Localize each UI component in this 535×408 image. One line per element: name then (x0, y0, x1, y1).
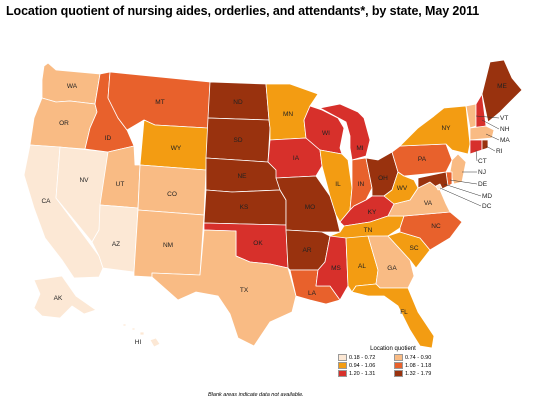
label-tx: TX (240, 287, 249, 294)
label-wa: WA (67, 83, 78, 90)
label-ky: KY (368, 209, 377, 216)
label-la: LA (308, 290, 317, 297)
state-hi[interactable] (122, 323, 161, 348)
label-fl: FL (400, 309, 408, 316)
state-me[interactable] (481, 59, 523, 123)
legend-range: 1.20 - 1.31 (349, 370, 376, 377)
label-ia: IA (293, 155, 300, 162)
label-al: AL (358, 263, 366, 270)
label-ks: KS (240, 204, 249, 211)
label-nc: NC (431, 223, 441, 230)
legend-swatch (394, 370, 403, 377)
legend-range: 1.32 - 1.79 (405, 370, 432, 377)
state-co[interactable] (137, 164, 207, 216)
label-dc: DC (482, 203, 492, 210)
legend-item: 0.18 - 0.72 (338, 354, 390, 361)
legend-item: 1.08 - 1.18 (394, 362, 446, 369)
legend-swatch (338, 370, 347, 377)
state-dc[interactable] (435, 183, 443, 191)
label-wy: WY (171, 145, 182, 152)
label-ct: CT (478, 158, 487, 165)
label-ny: NY (441, 125, 451, 132)
label-me: ME (497, 83, 507, 90)
legend-item: 1.32 - 1.79 (394, 370, 446, 377)
legend-range: 0.74 - 0.90 (405, 354, 432, 361)
label-ms: MS (331, 265, 341, 272)
label-va: VA (424, 200, 433, 207)
label-mn: MN (283, 111, 293, 118)
label-tn: TN (364, 227, 373, 234)
legend-swatch (394, 362, 403, 369)
label-ar: AR (302, 247, 311, 254)
label-mt: MT (155, 99, 164, 106)
label-wv: WV (397, 185, 408, 192)
leader-lines (439, 115, 500, 207)
legend-item: 1.20 - 1.31 (338, 370, 390, 377)
label-id: ID (105, 135, 112, 142)
label-nj: NJ (478, 169, 486, 176)
label-nd: ND (233, 99, 243, 106)
label-ok: OK (253, 240, 263, 247)
label-ma: MA (500, 137, 510, 144)
legend-swatch (338, 354, 347, 361)
label-sd: SD (233, 137, 242, 144)
label-ut: UT (116, 181, 125, 188)
label-de: DE (478, 181, 488, 188)
legend-item: 0.94 - 1.06 (338, 362, 390, 369)
label-nv: NV (79, 177, 89, 184)
map-title: Location quotient of nursing aides, orde… (6, 4, 480, 18)
label-sc: SC (409, 245, 418, 252)
legend-item: 0.74 - 0.90 (394, 354, 446, 361)
label-hi: HI (135, 339, 142, 346)
label-wi: WI (322, 130, 330, 137)
state-ri[interactable] (481, 139, 489, 151)
legend: Location quotient 0.18 - 0.72 0.74 - 0.9… (338, 346, 448, 377)
label-oh: OH (378, 175, 388, 182)
label-nm: NM (163, 242, 173, 249)
state-labels: WA OR CA NV ID MT WY UT AZ CO NM ND SD N… (41, 83, 510, 346)
label-il: IL (335, 181, 341, 188)
state-mi[interactable] (319, 103, 371, 161)
legend-grid: 0.18 - 0.72 0.74 - 0.90 0.94 - 1.06 1.08… (338, 354, 448, 377)
footnote: Blank areas indicate data not available. (208, 392, 304, 398)
label-ne: NE (237, 173, 247, 180)
state-sd[interactable] (205, 117, 271, 163)
state-ny[interactable] (399, 105, 471, 155)
legend-range: 0.94 - 1.06 (349, 362, 376, 369)
legend-range: 0.18 - 0.72 (349, 354, 376, 361)
label-in: IN (358, 181, 365, 188)
label-ak: AK (54, 295, 63, 302)
state-ma[interactable] (469, 125, 495, 141)
label-vt: VT (500, 115, 508, 122)
label-az: AZ (112, 241, 120, 248)
legend-range: 1.08 - 1.18 (405, 362, 432, 369)
label-mi: MI (356, 145, 363, 152)
label-mo: MO (305, 204, 315, 211)
label-co: CO (167, 191, 177, 198)
legend-title: Location quotient (370, 346, 416, 352)
label-nh: NH (500, 126, 510, 133)
state-fl[interactable] (351, 283, 435, 349)
state-wi[interactable] (303, 105, 345, 155)
state-tx[interactable] (151, 229, 297, 347)
state-mo[interactable] (275, 175, 341, 233)
label-md: MD (482, 193, 492, 200)
state-ms[interactable] (315, 235, 349, 301)
label-or: OR (59, 120, 69, 127)
label-ga: GA (387, 265, 397, 272)
label-ca: CA (41, 198, 51, 205)
state-ak[interactable] (33, 275, 97, 319)
label-ri: RI (496, 148, 503, 155)
legend-swatch (394, 354, 403, 361)
legend-swatch (338, 362, 347, 369)
label-pa: PA (418, 156, 427, 163)
